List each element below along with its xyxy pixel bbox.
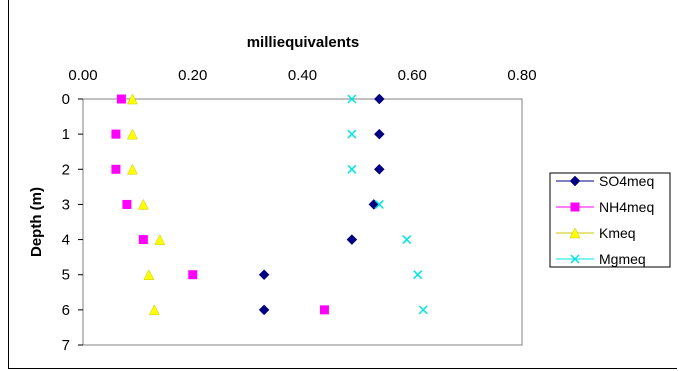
y-tick-label: 3	[62, 196, 70, 213]
y-tick-label: 4	[62, 232, 70, 249]
legend-item-mgmeq: Mgmeq	[556, 251, 646, 267]
series-kmeq	[126, 93, 166, 316]
data-point-mgmeq	[374, 199, 384, 209]
data-point-nh4meq	[188, 270, 198, 280]
x-axis: 0.00 0.20 0.40 0.60 0.80	[68, 67, 536, 84]
chart-frame	[8, 0, 677, 369]
legend-label: SO4meq	[599, 173, 654, 189]
legend-marker-kmeq	[569, 227, 581, 239]
y-axis-label: Depth (m)	[28, 187, 45, 257]
data-point-nh4meq	[111, 164, 121, 174]
data-point-nh4meq	[138, 235, 148, 245]
data-point-so4meq	[258, 304, 270, 316]
x-tick-label: 0.80	[507, 67, 536, 84]
legend-marker-nh4meq	[570, 202, 580, 212]
data-point-so4meq	[258, 269, 270, 281]
data-point-kmeq	[143, 269, 155, 280]
y-tick-label: 7	[62, 337, 70, 354]
data-point-so4meq	[373, 163, 385, 175]
y-tick-label: 1	[62, 126, 70, 143]
data-point-nh4meq	[116, 94, 126, 104]
legend-box	[549, 172, 671, 268]
legend-item-so4meq: SO4meq	[556, 173, 654, 189]
data-points	[111, 93, 428, 316]
legend-label: NH4meq	[599, 199, 654, 215]
data-point-nh4meq	[111, 129, 121, 139]
data-point-kmeq	[126, 128, 138, 140]
y-tick-label: 2	[62, 161, 70, 178]
legend-marker-mgmeq	[570, 254, 580, 264]
legend-label: Mgmeq	[599, 251, 646, 267]
data-point-kmeq	[148, 304, 160, 316]
data-point-kmeq	[126, 163, 138, 175]
data-point-mgmeq	[418, 305, 428, 315]
data-point-mgmeq	[413, 270, 423, 280]
x-tick-label: 0.00	[68, 67, 97, 84]
data-point-kmeq	[137, 198, 149, 210]
plot-area	[82, 98, 523, 346]
legend-item-nh4meq: NH4meq	[556, 199, 654, 215]
legend: SO4meq NH4meq Kmeq Mgmeq	[549, 172, 671, 268]
data-point-nh4meq	[122, 199, 132, 209]
y-tick-label: 0	[62, 91, 70, 108]
data-point-mgmeq	[347, 164, 357, 174]
data-point-so4meq	[373, 128, 385, 140]
data-point-kmeq	[126, 93, 138, 105]
legend-marker-so4meq	[569, 175, 581, 187]
x-tick-label: 0.20	[178, 67, 207, 84]
series-mgmeq	[347, 94, 428, 315]
series-nh4meq	[111, 94, 329, 315]
legend-item-kmeq: Kmeq	[556, 225, 636, 241]
y-axis: 0 1 2 3 4 5 6 7	[62, 91, 83, 354]
x-tick-label: 0.40	[288, 67, 317, 84]
data-point-so4meq	[373, 93, 385, 105]
y-tick-label: 5	[62, 267, 70, 284]
data-point-nh4meq	[319, 305, 329, 315]
data-point-mgmeq	[402, 235, 412, 245]
y-tick-label: 6	[62, 302, 70, 319]
data-point-mgmeq	[347, 129, 357, 139]
x-tick-label: 0.60	[398, 67, 427, 84]
legend-label: Kmeq	[599, 225, 636, 241]
data-point-so4meq	[346, 234, 358, 245]
chart-title: milliequivalents	[247, 34, 360, 51]
data-point-kmeq	[154, 234, 166, 245]
data-point-mgmeq	[347, 94, 357, 104]
